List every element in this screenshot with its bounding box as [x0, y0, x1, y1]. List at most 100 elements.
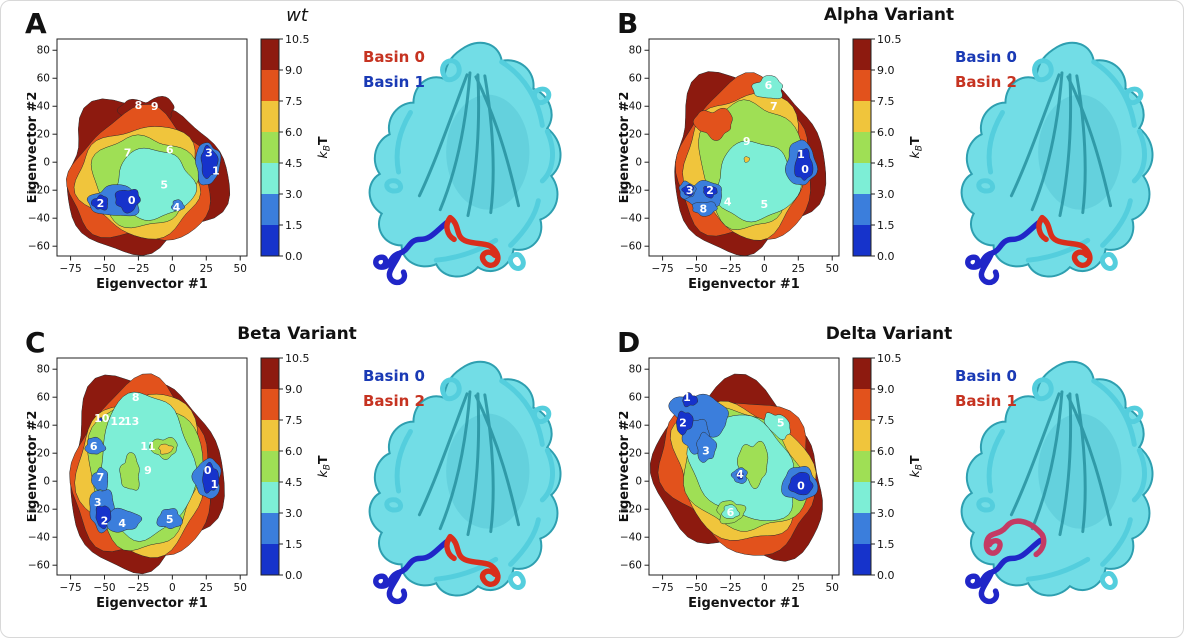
basin-label: 1 — [797, 148, 805, 161]
legend-item: Basin 1 — [363, 73, 425, 91]
contour-surface — [674, 71, 827, 256]
basin-label: 6 — [765, 79, 773, 92]
basin-label: 11 — [140, 440, 155, 453]
panel-letter: C — [25, 326, 46, 359]
colorbar — [852, 357, 872, 576]
panel-letter: B — [617, 7, 639, 40]
colorbar-tick-label: 3.0 — [877, 507, 895, 520]
panel-A: A wt −75 −50 −25 0 25 50 −60 −40 −20 0 20 40 60 80 Eig… — [1, 1, 593, 320]
basin-label: 2 — [101, 514, 109, 527]
basin-label: 1 — [211, 478, 219, 491]
colorbar-tick-label: 4.5 — [285, 157, 303, 170]
y-tick-label: 60 — [629, 392, 642, 404]
legend-item: Basin 0 — [955, 367, 1017, 385]
basin-label: 1 — [683, 391, 691, 404]
panel-letter: A — [25, 7, 47, 40]
basin-label: 5 — [160, 179, 168, 192]
legend-item: Basin 2 — [955, 73, 1017, 91]
y-tick-label: −40 — [620, 213, 642, 225]
y-tick-label: 80 — [37, 45, 50, 57]
colorbar-tick-label: 4.5 — [285, 476, 303, 489]
y-tick-label: 20 — [37, 448, 50, 460]
y-tick-label: −60 — [620, 241, 642, 253]
colorbar-tick-label: 1.5 — [285, 538, 303, 551]
x-axis-label: Eigenvector #1 — [96, 277, 208, 292]
basin-label: 5 — [166, 513, 174, 526]
y-tick-label: 60 — [37, 392, 50, 404]
basin-label: 5 — [761, 198, 769, 211]
x-tick-label: −75 — [651, 263, 673, 275]
colorbar-label: kBT — [907, 136, 925, 158]
colorbar-tick-label: 6.0 — [877, 445, 895, 458]
contour-surface — [650, 373, 823, 562]
x-axis-label: Eigenvector #1 — [688, 277, 800, 292]
x-tick-label: 0 — [761, 263, 768, 275]
y-tick-label: 40 — [629, 101, 642, 113]
basin-legend: Basin 0 Basin 1 — [955, 364, 1017, 414]
basin-label: 9 — [144, 464, 152, 477]
x-tick-label: 50 — [826, 582, 839, 594]
colorbar-tick-label: 1.5 — [877, 538, 895, 551]
x-tick-label: −25 — [719, 263, 741, 275]
colorbar-tick-label: 7.5 — [285, 95, 303, 108]
colorbar-tick-label: 9.0 — [285, 383, 303, 396]
y-tick-label: −60 — [28, 241, 50, 253]
plot-frame — [648, 357, 840, 576]
x-tick-label: 0 — [761, 582, 768, 594]
colorbar-tick-label: 7.5 — [285, 414, 303, 427]
y-tick-label: −20 — [28, 504, 50, 516]
y-axis-label: Eigenvector #2 — [619, 411, 632, 523]
y-tick-label: 20 — [629, 448, 642, 460]
colorbar-tick-label: 4.5 — [877, 476, 895, 489]
legend-item: Basin 0 — [363, 48, 425, 66]
contour-plot: −75 −50 −25 0 25 50−60−40−20020406080Eigenvec… — [27, 352, 333, 611]
colorbar-tick-label: 3.0 — [285, 507, 303, 520]
x-tick-label: −50 — [93, 263, 115, 275]
y-tick-label: 40 — [37, 101, 50, 113]
x-tick-label: −50 — [685, 582, 707, 594]
colorbar-tick-label: 9.0 — [285, 64, 303, 77]
basin-label: 8 — [132, 391, 140, 404]
contour-plot: −75 −50 −25 0 25 50−60−40−20020406080Eigenvec… — [27, 33, 333, 292]
colorbar-tick-label: 10.5 — [877, 33, 902, 46]
basin-legend: Basin 0 Basin 1 — [363, 45, 425, 95]
colorbar-tick-label: 0.0 — [285, 569, 303, 582]
legend-item: Basin 0 — [363, 367, 425, 385]
basin-label: 0 — [128, 194, 136, 207]
y-tick-label: 60 — [629, 73, 642, 85]
colorbar-label: kBT — [315, 136, 333, 158]
basin-legend: Basin 0 Basin 2 — [363, 364, 425, 414]
y-tick-label: −40 — [28, 213, 50, 225]
x-tick-label: 50 — [234, 263, 247, 275]
basin-label: 6 — [90, 440, 98, 453]
y-tick-label: 60 — [37, 73, 50, 85]
x-tick-label: 0 — [169, 582, 176, 594]
basin-label: 3 — [205, 146, 213, 159]
panel-D: D Delta Variant −75 −50 −25 0 25 50 −60 −40 −20 0… — [593, 320, 1184, 637]
contour-plot: −75 −50 −25 0 25 50−60−40−20020406080Eigenvec… — [619, 352, 925, 611]
x-tick-label: −75 — [651, 582, 673, 594]
basin-label: 8 — [135, 99, 143, 112]
x-tick-label: 25 — [200, 582, 213, 594]
panel-C: C Beta Variant −75 −50 −25 0 25 50 −60 −40 −20 0 2… — [1, 320, 593, 637]
legend-item: Basin 1 — [955, 392, 1017, 410]
contour-surface — [69, 373, 225, 575]
basin-label: 4 — [736, 468, 744, 481]
x-tick-label: −50 — [93, 582, 115, 594]
x-tick-label: −25 — [127, 582, 149, 594]
colorbar-tick-label: 6.0 — [285, 445, 303, 458]
y-tick-label: −40 — [620, 532, 642, 544]
x-tick-label: 50 — [826, 263, 839, 275]
colorbar — [260, 38, 280, 257]
y-tick-label: −60 — [620, 560, 642, 572]
legend-item: Basin 0 — [955, 48, 1017, 66]
colorbar-tick-label: 1.5 — [285, 219, 303, 232]
basin-label: 9 — [743, 135, 751, 148]
colorbar-tick-label: 0.0 — [877, 250, 895, 263]
plot-frame — [56, 38, 248, 257]
y-tick-label: 80 — [629, 45, 642, 57]
panel-title: Delta Variant — [825, 324, 953, 344]
contour-surface — [66, 96, 231, 256]
y-tick-label: 20 — [629, 129, 642, 141]
basin-label: 12 — [110, 415, 125, 428]
